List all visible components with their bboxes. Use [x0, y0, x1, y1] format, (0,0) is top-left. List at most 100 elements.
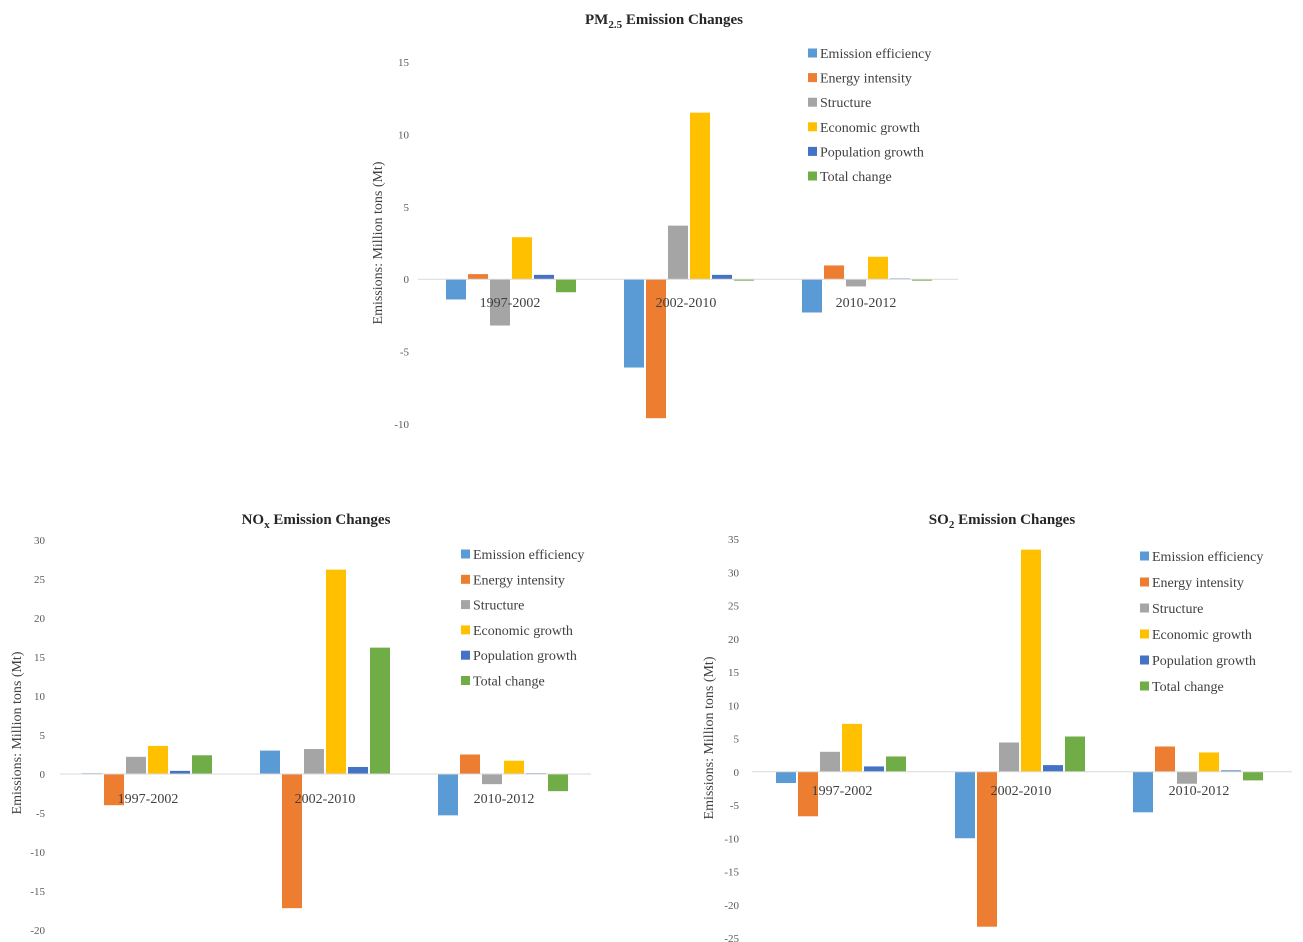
so2-bar: [886, 756, 906, 772]
so2-y-tick-label: 20: [728, 634, 740, 646]
nox-y-tick-label: -10: [30, 847, 45, 859]
so2-bar: [1021, 549, 1041, 772]
nox-y-tick-label: -15: [30, 886, 45, 898]
nox-legend-label: Structure: [473, 599, 524, 614]
pm25-y-tick-label: 10: [398, 129, 410, 141]
so2-bar: [1133, 771, 1153, 813]
nox-legend-swatch: [461, 676, 470, 685]
nox-chart-title: NOx Emission Changes: [242, 512, 391, 531]
pm25-bar: [668, 225, 688, 280]
pm25-legend-label: Structure: [820, 96, 871, 111]
pm25-bar: [846, 279, 866, 287]
so2-legend-swatch: [1140, 655, 1149, 665]
pm25-title-main: PM: [585, 12, 608, 28]
pm25-y-axis-label: Emissions: Million tons (Mt): [371, 161, 386, 324]
nox-legend-swatch: [461, 574, 470, 584]
pm25-bar: [868, 256, 888, 280]
nox-bar: [370, 647, 390, 774]
so2-bar: [1243, 771, 1263, 781]
pm25-y-tick-label: -5: [400, 347, 410, 359]
nox-legend-swatch: [461, 650, 470, 660]
so2-y-tick-label: 10: [728, 700, 740, 712]
so2-legend-swatch: [1140, 577, 1149, 587]
nox-bar: [460, 754, 480, 774]
nox-y-tick-label: 30: [34, 535, 46, 547]
nox-y-tick-label: -5: [36, 808, 46, 820]
nox-bar: [438, 774, 458, 816]
so2-bar: [955, 771, 975, 839]
so2-category-label: 2010-2012: [1169, 784, 1230, 799]
so2-legend-label: Economic growth: [1152, 628, 1252, 643]
nox-bar: [548, 774, 568, 792]
nox-y-tick-label: 25: [34, 574, 46, 586]
nox-legend-swatch: [461, 549, 470, 559]
so2-y-tick-label: -25: [724, 933, 739, 942]
so2-y-tick-label: 15: [728, 667, 740, 679]
so2-bar: [1221, 770, 1241, 772]
so2-legend-label: Structure: [1152, 602, 1203, 617]
pm25-title-subscript: 2.5: [608, 19, 622, 31]
so2-legend-swatch: [1140, 551, 1149, 561]
pm25-legend-label: Emission efficiency: [820, 47, 931, 62]
nox-title-main: NO: [242, 512, 265, 528]
nox-bar: [304, 749, 324, 774]
pm25-title-rest: Emission Changes: [622, 12, 743, 28]
nox-legend-label: Energy intensity: [473, 573, 565, 588]
so2-legend-label: Total change: [1152, 680, 1224, 695]
pm25-legend-label: Energy intensity: [820, 72, 912, 87]
pm25-legend-label: Total change: [820, 170, 892, 185]
pm25-chart: PM2.5 Emission Changes 15 10 5 0 -5 -10 Emissio…: [371, 12, 958, 431]
nox-bar: [104, 774, 124, 806]
so2-legend: Emission efficiency Energy intensity Struc…: [1140, 550, 1263, 695]
nox-legend-swatch: [461, 625, 470, 635]
pm25-bar: [912, 279, 932, 281]
so2-y-tick-label: 35: [728, 534, 740, 546]
so2-bar: [864, 766, 884, 772]
so2-bar: [977, 771, 997, 927]
pm25-legend-swatch: [808, 122, 817, 132]
nox-y-tick-label: 5: [40, 730, 46, 742]
nox-legend: Emission efficiency Energy intensity Struc…: [461, 548, 584, 690]
so2-bar: [798, 771, 818, 817]
pm25-legend-swatch: [808, 146, 817, 156]
pm25-legend-swatch: [808, 171, 817, 181]
so2-title-subscript: 2: [949, 519, 955, 531]
nox-bar: [170, 770, 190, 774]
so2-legend-label: Population growth: [1152, 654, 1256, 669]
pm25-legend-swatch: [808, 73, 817, 83]
nox-bar: [504, 760, 524, 774]
pm25-category-label: 2002-2010: [656, 296, 717, 311]
pm25-y-tick-label: 15: [398, 57, 410, 69]
so2-y-tick-label: 0: [734, 767, 740, 779]
pm25-legend-swatch: [808, 97, 817, 107]
so2-y-tick-label: -5: [730, 800, 740, 812]
pm25-legend-label: Economic growth: [820, 121, 920, 136]
nox-title-rest: Emission Changes: [270, 512, 391, 528]
nox-category-label: 2002-2010: [295, 792, 356, 807]
nox-bar: [482, 774, 502, 785]
so2-title-rest: Emission Changes: [954, 512, 1075, 528]
nox-legend-label: Population growth: [473, 649, 577, 664]
pm25-y-tick-label: 0: [404, 274, 410, 286]
so2-bar: [1155, 746, 1175, 772]
pm25-bar: [556, 279, 576, 293]
pm25-category-label: 2010-2012: [836, 296, 897, 311]
nox-legend-label: Total change: [473, 675, 545, 690]
nox-legend-swatch: [461, 600, 470, 610]
pm25-bar: [624, 279, 644, 368]
pm25-bar: [690, 112, 710, 280]
pm25-bar: [534, 274, 554, 280]
nox-legend-label: Emission efficiency: [473, 548, 584, 563]
pm25-bar: [734, 279, 754, 281]
so2-legend-swatch: [1140, 629, 1149, 639]
nox-y-tick-label: 20: [34, 613, 46, 625]
pm25-bar: [490, 279, 510, 326]
so2-legend-label: Energy intensity: [1152, 576, 1244, 591]
so2-bar: [999, 742, 1019, 772]
nox-bar: [148, 745, 168, 774]
so2-bar: [1065, 736, 1085, 772]
pm25-bar: [646, 279, 666, 419]
so2-y-tick-label: 30: [728, 567, 740, 579]
so2-legend-swatch: [1140, 603, 1149, 613]
so2-y-axis-label: Emissions: Million tons (Mt): [702, 656, 717, 819]
